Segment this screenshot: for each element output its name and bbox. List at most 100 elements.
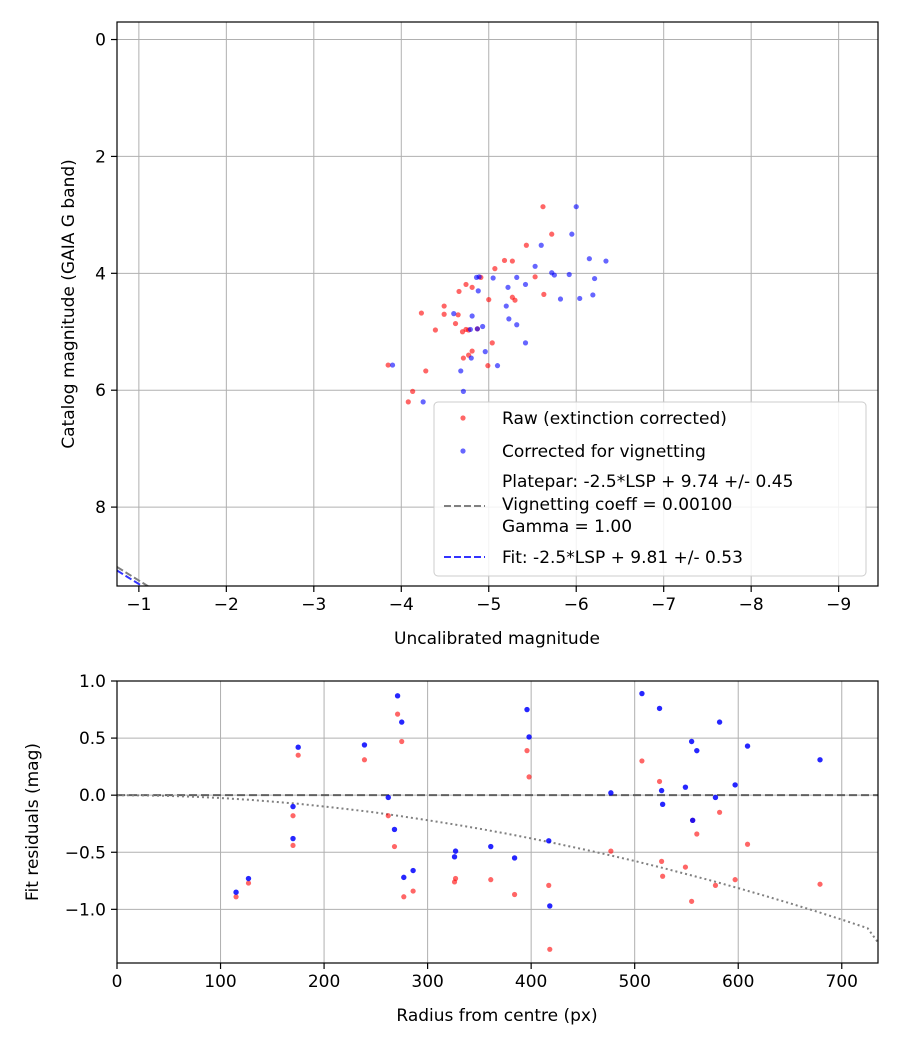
corrected-point [591, 275, 598, 282]
corrected-point [569, 231, 575, 237]
bottom-plot-area [117, 690, 878, 952]
corrected-residual-point [712, 794, 719, 801]
raw-point [549, 231, 555, 237]
corrected-point [538, 242, 544, 248]
x-tick-label: 100 [204, 972, 236, 992]
corrected-residual-point [295, 744, 301, 750]
corrected-residual-point [524, 706, 530, 713]
raw-point [432, 327, 438, 333]
x-tick-label: 300 [411, 972, 443, 992]
raw-residual-point [401, 894, 407, 900]
corrected-residual-point [732, 782, 738, 788]
top-ticks: −1 −2 −3 −4 −5 −6 −7 −8 −9 0 2 4 6 8 [95, 31, 851, 615]
corrected-residual-point [639, 690, 645, 697]
corrected-point [451, 311, 457, 317]
raw-point [460, 355, 466, 361]
raw-residual-point [511, 891, 518, 898]
bottom-chart: 0 100 200 300 400 500 600 7001.00.50.0−0.5−1.0 … [23, 672, 879, 1026]
x-tick-label: 600 [722, 972, 754, 992]
corrected-residual-point [659, 801, 666, 808]
x-tick-label: −5 [476, 595, 501, 615]
raw-point [405, 399, 411, 405]
x-tick-label: −2 [214, 595, 239, 615]
corrected-point [514, 274, 520, 281]
top-chart: −1 −2 −3 −4 −5 −6 −7 −8 −9 0 2 4 6 8 Uncalibrated mag… [59, 21, 879, 649]
corrected-residual-point [399, 719, 405, 725]
raw-point [532, 274, 538, 280]
raw-point [441, 303, 447, 309]
corrected-residual-point [394, 693, 401, 699]
corrected-residual-point [546, 838, 552, 844]
corrected-point [494, 363, 501, 369]
raw-residual-point [547, 946, 553, 952]
raw-residual-point [744, 841, 751, 847]
x-tick-label: −3 [301, 595, 326, 615]
legend-corrected-marker [460, 448, 466, 454]
corrected-point [557, 296, 564, 302]
corrected-residual-point [488, 843, 494, 850]
raw-residual-point [488, 877, 494, 883]
raw-point [463, 281, 469, 288]
raw-residual-point [361, 757, 368, 763]
corrected-residual-point [452, 848, 459, 854]
raw-point [512, 297, 518, 303]
legend-raw-marker [460, 415, 466, 421]
corrected-residual-point [290, 835, 296, 842]
corrected-point [467, 326, 473, 333]
corrected-residual-point [361, 742, 368, 748]
x-tick-label: 200 [308, 972, 340, 992]
vignetting-curve [117, 794, 878, 943]
raw-point [540, 204, 546, 210]
raw-point [455, 312, 461, 318]
corrected-residual-point [385, 794, 391, 801]
raw-residual-point [716, 809, 723, 815]
corrected-point [566, 271, 572, 278]
raw-residual-point [694, 831, 700, 837]
y-tick-label: 6 [95, 381, 106, 401]
x-tick-label: 500 [618, 972, 650, 992]
corrected-residual-point [290, 803, 296, 810]
corrected-point [603, 258, 609, 264]
raw-residual-point [385, 813, 391, 819]
top-plot-area [117, 204, 609, 586]
raw-point [486, 297, 492, 303]
raw-point [509, 258, 515, 264]
corrected-point [522, 340, 529, 346]
corrected-residual-point [511, 855, 518, 861]
corrected-point [573, 204, 579, 210]
x-tick-label: −8 [739, 595, 764, 615]
bottom-x-axis-label: Radius from centre (px) [396, 1006, 597, 1026]
raw-residual-point [399, 738, 405, 745]
raw-residual-point [608, 848, 614, 854]
y-tick-label: 2 [95, 147, 106, 167]
corrected-residual-point [547, 903, 553, 909]
corrected-residual-point [817, 757, 823, 763]
x-tick-label: −4 [389, 595, 414, 615]
raw-residual-point [546, 882, 552, 888]
y-tick-label: 0.5 [79, 729, 106, 749]
raw-residual-point [682, 864, 689, 870]
raw-residual-point [526, 774, 532, 780]
legend-platepar-line1: Platepar: -2.5*LSP + 9.74 +/- 0.45 [502, 472, 793, 492]
corrected-residual-point [744, 743, 751, 749]
legend-fit-label: Fit: -2.5*LSP + 9.81 +/- 0.53 [502, 548, 743, 568]
corrected-point [476, 274, 482, 280]
raw-residual-point [410, 888, 416, 894]
corrected-point [460, 388, 466, 394]
bottom-y-axis-label: Fit residuals (mag) [23, 743, 43, 901]
y-tick-label: 1.0 [79, 672, 106, 692]
corrected-residual-point [526, 734, 532, 740]
raw-point [452, 320, 459, 327]
corrected-point [506, 316, 512, 322]
corrected-point [505, 284, 511, 290]
raw-residual-point [656, 778, 663, 785]
x-tick-label: −9 [826, 595, 851, 615]
corrected-residual-point [391, 826, 398, 833]
x-tick-label: 700 [826, 972, 858, 992]
corrected-point [532, 263, 538, 269]
legend-raw-label: Raw (extinction corrected) [502, 409, 727, 429]
corrected-point [475, 288, 481, 294]
legend-platepar-line3: Gamma = 1.00 [502, 517, 632, 537]
raw-point [410, 388, 416, 394]
